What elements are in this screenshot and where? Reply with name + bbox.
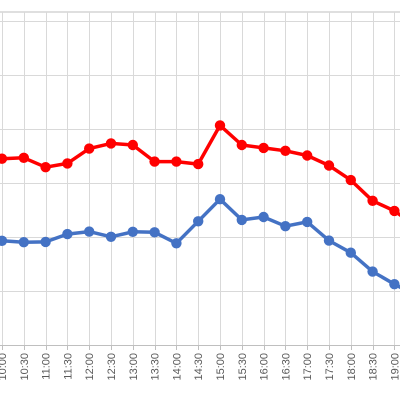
data-point	[323, 235, 335, 246]
x-tick-label: 14:00	[171, 353, 183, 381]
data-point	[105, 231, 117, 242]
data-point	[258, 211, 269, 223]
data-point	[302, 216, 313, 228]
x-tick-label: 16:30	[280, 353, 292, 381]
x-tick-label: 15:30	[237, 353, 249, 381]
series-1	[0, 194, 400, 290]
data-point	[367, 266, 378, 277]
data-point	[258, 142, 269, 154]
data-point	[367, 195, 378, 206]
data-point	[84, 143, 95, 154]
data-point	[40, 236, 51, 248]
data-point	[0, 153, 8, 164]
data-point	[214, 120, 226, 131]
data-point	[40, 162, 51, 173]
grid	[0, 11, 400, 350]
data-point	[18, 152, 29, 163]
data-point	[214, 194, 226, 205]
data-point	[171, 156, 182, 167]
x-tick-label: 13:00	[128, 353, 140, 381]
series-line-0	[0, 123, 400, 217]
data-point	[171, 238, 182, 249]
x-tick-label: 12:30	[106, 353, 118, 381]
data-point	[280, 221, 291, 232]
x-tick-label: 11:00	[41, 353, 53, 380]
data-point	[149, 156, 160, 167]
x-tick-label: 17:30	[324, 353, 336, 381]
x-tick-label: 18:30	[368, 353, 380, 381]
x-tick-label: 18:00	[346, 353, 358, 381]
x-tick-label: 12:00	[84, 353, 96, 381]
series-0	[0, 120, 400, 217]
x-tick-label: 19:00	[389, 353, 400, 381]
x-tick-label: 13:30	[150, 353, 162, 381]
data-point	[345, 174, 356, 186]
data-point	[236, 139, 247, 151]
data-point	[323, 160, 335, 171]
data-point	[193, 216, 204, 227]
data-point	[302, 150, 313, 161]
data-point	[105, 138, 117, 149]
data-point	[280, 145, 291, 156]
data-point	[389, 205, 400, 217]
x-tick-label: 14:30	[193, 353, 205, 381]
x-axis-tick-labels: 10:00 10:30 11:00 11:30 12:00 12:30 13:00 13:30…	[0, 353, 400, 381]
x-tick-label: 16:00	[259, 353, 271, 381]
x-tick-label: 17:00	[302, 353, 314, 381]
data-point	[389, 279, 400, 290]
data-point	[62, 228, 73, 240]
data-point	[0, 235, 8, 246]
data-point	[84, 226, 95, 237]
data-point	[149, 227, 160, 238]
x-tick-label: 10:30	[19, 353, 31, 381]
data-point	[127, 226, 138, 237]
data-point	[345, 247, 356, 258]
data-point	[236, 214, 247, 226]
data-point	[18, 237, 29, 248]
data-point	[127, 139, 138, 151]
x-tick-label: 10:00	[0, 353, 9, 381]
x-tick-label: 15:00	[215, 353, 227, 381]
data-point	[62, 158, 73, 169]
series-line-1	[0, 197, 400, 290]
series-group	[0, 120, 400, 290]
data-point	[193, 158, 204, 170]
x-tick-label: 11:30	[62, 353, 74, 380]
